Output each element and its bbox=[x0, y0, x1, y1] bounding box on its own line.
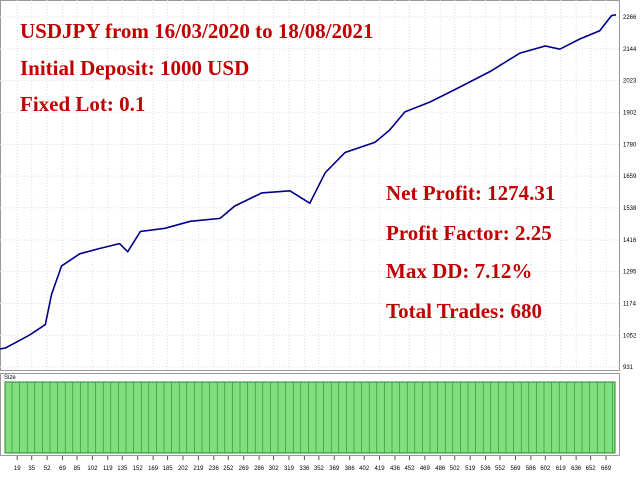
y-tick-label: 2144 bbox=[623, 47, 637, 53]
x-tick-label: 436 bbox=[390, 466, 401, 472]
y-tick-label: 1174 bbox=[623, 301, 637, 307]
y-tick-label: 1538 bbox=[623, 206, 637, 212]
x-tick-label: 369 bbox=[329, 466, 340, 472]
x-tick-label: 386 bbox=[345, 466, 356, 472]
x-tick-label: 586 bbox=[526, 466, 537, 472]
balance-line bbox=[0, 14, 617, 350]
annotation: Profit Factor: 2.25 bbox=[386, 221, 552, 245]
x-tick-label: 552 bbox=[495, 466, 506, 472]
size-label: Size bbox=[4, 375, 16, 381]
x-tick-label: 619 bbox=[556, 466, 567, 472]
x-tick-label: 35 bbox=[28, 466, 35, 472]
x-tick-label: 69 bbox=[59, 466, 66, 472]
x-tick-label: 19 bbox=[14, 466, 21, 472]
grid: 931 1052 1174 1295 1416 1538 1659 1780 1902 2023 2… bbox=[0, 0, 637, 472]
x-tick-label: 536 bbox=[481, 466, 492, 472]
x-tick-label: 502 bbox=[450, 466, 461, 472]
x-tick-label: 252 bbox=[223, 466, 234, 472]
y-tick-label: 1416 bbox=[623, 238, 637, 244]
y-tick-label: 1659 bbox=[623, 174, 637, 180]
x-tick-label: 419 bbox=[375, 466, 386, 472]
plot bbox=[0, 14, 617, 350]
y-tick-label: 1902 bbox=[623, 110, 637, 116]
x-tick-label: 219 bbox=[193, 466, 204, 472]
x-tick-label: 352 bbox=[314, 466, 325, 472]
y-tick-label: 931 bbox=[623, 365, 634, 371]
x-tick-label: 602 bbox=[540, 466, 551, 472]
x-tick-label: 652 bbox=[586, 466, 597, 472]
x-tick-label: 119 bbox=[103, 466, 113, 472]
x-tick-label: 169 bbox=[148, 466, 159, 472]
x-tick-label: 286 bbox=[254, 466, 265, 472]
x-tick-label: 636 bbox=[571, 466, 582, 472]
x-tick-label: 202 bbox=[178, 466, 189, 472]
y-tick-label: 1052 bbox=[623, 333, 637, 339]
x-tick-label: 302 bbox=[269, 466, 280, 472]
x-tick-label: 669 bbox=[601, 466, 612, 472]
x-tick-label: 152 bbox=[133, 466, 144, 472]
annotation: Net Profit: 1274.31 bbox=[386, 181, 555, 205]
annotation: Initial Deposit: 1000 USD bbox=[20, 56, 249, 80]
main-pane bbox=[0, 0, 620, 371]
y-tick-label: 1295 bbox=[623, 270, 637, 276]
x-tick-label: 402 bbox=[359, 466, 370, 472]
y-tick-label: 1780 bbox=[623, 142, 637, 148]
x-tick-label: 569 bbox=[510, 466, 521, 472]
annotation: Fixed Lot: 0.1 bbox=[20, 92, 145, 116]
x-tick-label: 52 bbox=[44, 466, 51, 472]
x-tick-label: 102 bbox=[87, 466, 98, 472]
x-tick-label: 319 bbox=[284, 466, 295, 472]
x-tick-label: 452 bbox=[404, 466, 415, 472]
x-tick-label: 185 bbox=[163, 466, 174, 472]
size-bar-edges bbox=[11, 382, 613, 453]
annotation: Total Trades: 680 bbox=[386, 299, 542, 323]
y-tick-label: 2266 bbox=[623, 15, 637, 21]
x-tick-label: 85 bbox=[74, 466, 81, 472]
x-tick-label: 519 bbox=[465, 466, 476, 472]
x-tick-label: 486 bbox=[435, 466, 446, 472]
annotation: Max DD: 7.12% bbox=[386, 259, 532, 283]
x-tick-label: 269 bbox=[239, 466, 250, 472]
x-tick-label: 236 bbox=[209, 466, 220, 472]
x-tick-label: 135 bbox=[117, 466, 128, 472]
size-bars bbox=[4, 381, 616, 454]
y-tick-label: 2023 bbox=[623, 79, 637, 85]
chart-title: USDJPY from 16/03/2020 to 18/08/2021 bbox=[20, 19, 373, 43]
x-tick-label: 336 bbox=[299, 466, 310, 472]
x-tick-label: 469 bbox=[420, 466, 431, 472]
